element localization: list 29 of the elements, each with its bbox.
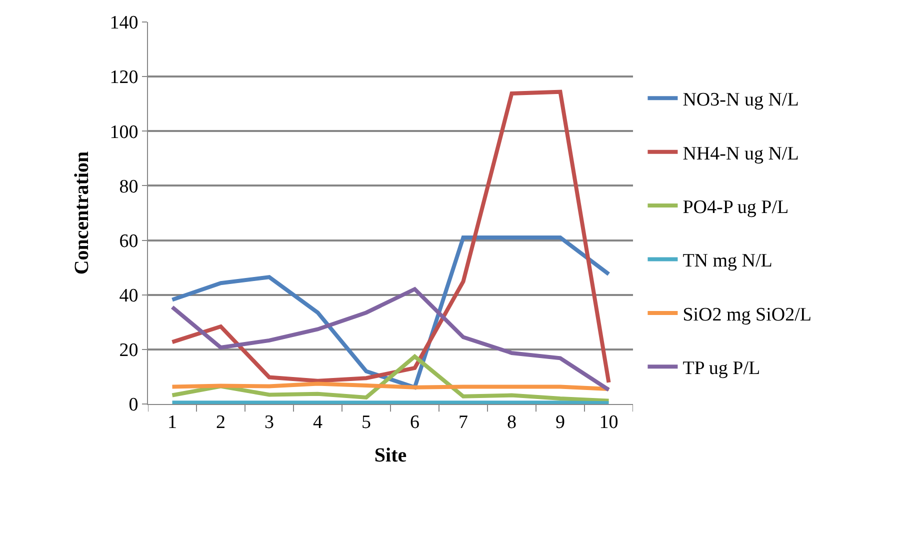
- line-series: [170, 354, 611, 403]
- x-tick-label: 9: [556, 412, 565, 433]
- x-tick-label: 6: [410, 412, 420, 433]
- x-tick-label: 8: [507, 412, 516, 433]
- legend-label: TN mg N/L: [682, 250, 772, 272]
- legend-label: NH4-N ug N/L: [682, 143, 799, 164]
- y-tick-label: 60: [119, 230, 138, 252]
- y-tick-label: 120: [110, 67, 138, 88]
- y-tick-label: 40: [119, 286, 138, 307]
- y-tick-label: 80: [119, 176, 138, 198]
- x-tick-label: 3: [264, 412, 274, 433]
- y-axis-title: Concentration: [71, 151, 94, 275]
- y-tick-label: 20: [119, 340, 138, 362]
- x-tick-label: 5: [362, 412, 371, 433]
- legend-label: TP ug P/L: [682, 358, 760, 380]
- x-tick-label: 2: [216, 412, 226, 433]
- x-axis-title: Site: [374, 444, 407, 466]
- x-tick-label: 4: [313, 412, 323, 433]
- legend-label: NO3-N ug N/L: [682, 90, 799, 111]
- y-tick-label: 100: [110, 122, 138, 143]
- line-series: [170, 287, 611, 392]
- legend-label: PO4-P ug P/L: [682, 196, 789, 218]
- x-tick-label: 7: [458, 412, 468, 433]
- line-series: [170, 90, 611, 384]
- legend-label: SiO2 mg SiO2/L: [682, 304, 812, 326]
- x-tick-label: 10: [599, 412, 618, 433]
- x-tick-label: 1: [168, 412, 177, 433]
- y-tick-label: 0: [128, 394, 138, 416]
- y-tick-label: 140: [110, 12, 138, 34]
